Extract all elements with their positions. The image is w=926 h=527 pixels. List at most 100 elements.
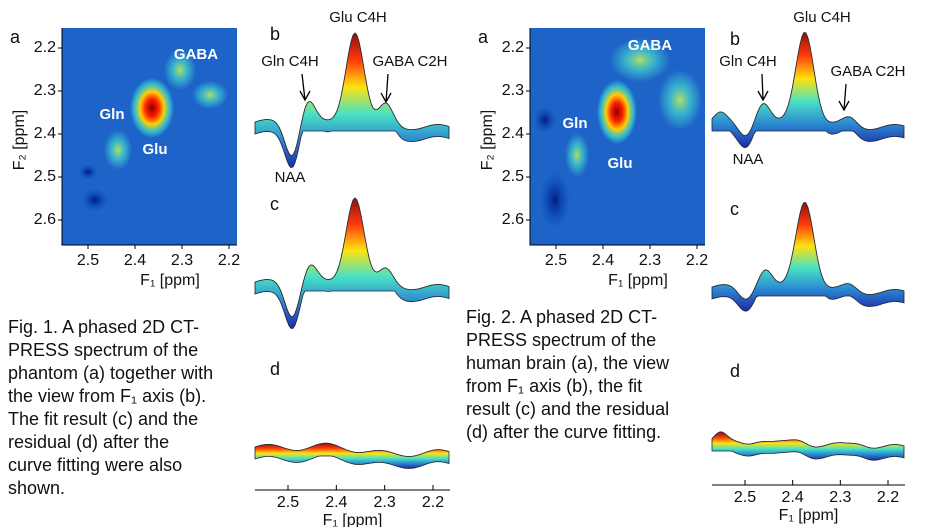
x-tick-label: 2.5 <box>545 252 567 269</box>
x-tick-label: 2.5 <box>734 489 756 506</box>
x-tick-label: 2.2 <box>877 489 899 506</box>
arrow-head <box>380 92 392 104</box>
caption-line: result (c) and the residual <box>466 399 669 419</box>
spectrum-ridge <box>254 442 450 457</box>
y-tick-label: 2.5 <box>34 168 56 185</box>
peak-label: Gln C4H <box>261 53 319 70</box>
y-tick-label: 2.3 <box>502 82 524 99</box>
caption-line: human brain (a), the view <box>466 353 670 373</box>
arrow <box>385 73 389 103</box>
y-tick-label: 2.5 <box>502 168 524 185</box>
spectrum-surface <box>254 197 450 329</box>
peak-label: GABA C2H <box>830 63 905 80</box>
x-tick-label: 2.4 <box>592 252 614 269</box>
caption-line: phantom (a) together with <box>8 363 213 383</box>
spectrum-ridge <box>254 197 450 317</box>
heatmap-blob <box>130 78 174 138</box>
panel-label: b <box>270 24 280 44</box>
heatmap-panel <box>529 28 705 246</box>
y-tick-label: 2.6 <box>34 211 56 228</box>
x-axis-label: F₁ [ppm] <box>140 272 200 289</box>
metabolite-label: Glu <box>143 141 168 158</box>
y-axis-label: F₂ [ppm] <box>479 110 496 170</box>
spectrum-surface <box>254 442 450 469</box>
peak-label: Glu C4H <box>329 9 387 26</box>
spectrum-ridge <box>711 32 905 136</box>
x-axis-label: F₁ [ppm] <box>608 272 668 289</box>
x-tick-label: 2.4 <box>782 489 804 506</box>
arrow-head <box>757 90 769 102</box>
caption-line: The fit result (c) and the <box>8 409 198 429</box>
peak-label: NAA <box>733 151 764 168</box>
x-tick-label: 2.4 <box>325 494 347 511</box>
x-tick-label: 2.3 <box>374 494 396 511</box>
caption-line: Fig. 2. A phased 2D CT- <box>466 307 657 327</box>
metabolite-label: GABA <box>174 46 218 63</box>
arrow <box>761 73 764 101</box>
x-tick-label: 2.3 <box>639 252 661 269</box>
x-tick-label: 2.2 <box>686 252 708 269</box>
heatmap-blob <box>658 70 702 130</box>
heatmap-axis <box>529 28 705 246</box>
x-tick-label: 2.5 <box>77 252 99 269</box>
arrow-head <box>838 100 850 112</box>
heatmap-blob <box>565 133 589 177</box>
heatmap-blob <box>533 106 557 134</box>
caption-line: PRESS spectrum of the <box>466 330 656 350</box>
caption-line: PRESS spectrum of the <box>8 340 198 360</box>
arrow <box>301 73 306 101</box>
y-axis-label: F₂ [ppm] <box>11 110 28 170</box>
heatmap-blob <box>104 130 132 170</box>
metabolite-label: GABA <box>628 37 672 54</box>
caption-line: curve fitting were also <box>8 455 182 475</box>
spectrum-surface <box>711 431 905 461</box>
metabolite-label: Gln <box>100 106 125 123</box>
x-tick-label: 2.2 <box>218 252 240 269</box>
arrow <box>843 83 847 111</box>
arrow-head <box>299 90 311 102</box>
x-axis-label: F₁ [ppm] <box>323 512 383 527</box>
spectrum-ridge <box>254 32 450 157</box>
caption-line: (d) after the curve fitting. <box>466 422 661 442</box>
heatmap-axis <box>61 28 237 246</box>
panel-label: d <box>270 359 280 379</box>
panel-label: c <box>270 194 279 214</box>
heatmap-blob <box>597 80 637 144</box>
heatmap-blob <box>192 81 228 109</box>
caption-line: residual (d) after the <box>8 432 169 452</box>
panel-label: d <box>730 361 740 381</box>
heatmap-blob <box>539 170 571 230</box>
caption-line: the view from F₁ axis (b). <box>8 386 206 406</box>
x-tick-label: 2.3 <box>829 489 851 506</box>
x-tick-label: 2.2 <box>422 494 444 511</box>
y-tick-label: 2.6 <box>502 211 524 228</box>
caption-line: from F₁ axis (b), the fit <box>466 376 642 396</box>
y-tick-label: 2.4 <box>34 125 56 142</box>
y-tick-label: 2.2 <box>34 39 56 56</box>
spectrum-ridge <box>711 431 905 449</box>
panel-label: c <box>730 199 739 219</box>
spectrum-surface <box>711 32 905 148</box>
heatmap-blob <box>81 188 109 212</box>
y-tick-label: 2.2 <box>502 39 524 56</box>
x-tick-label: 2.3 <box>171 252 193 269</box>
metabolite-label: Gln <box>563 115 588 132</box>
panel-label: b <box>730 29 740 49</box>
peak-label: GABA C2H <box>372 53 447 70</box>
x-tick-label: 2.5 <box>277 494 299 511</box>
heatmap-blob <box>78 164 98 180</box>
x-tick-label: 2.4 <box>124 252 146 269</box>
y-tick-label: 2.3 <box>34 82 56 99</box>
spectrum-ridge <box>711 202 905 300</box>
peak-label: Gln C4H <box>719 53 777 70</box>
metabolite-label: Glu <box>608 155 633 172</box>
x-axis-label: F₁ [ppm] <box>779 507 839 524</box>
heatmap-blob <box>610 38 670 82</box>
caption-line: Fig. 1. A phased 2D CT- <box>8 317 199 337</box>
panel-label: a <box>10 27 21 47</box>
peak-label: NAA <box>275 169 306 186</box>
caption-line: shown. <box>8 478 65 498</box>
spectrum-surface <box>711 202 905 312</box>
y-tick-label: 2.4 <box>502 125 524 142</box>
